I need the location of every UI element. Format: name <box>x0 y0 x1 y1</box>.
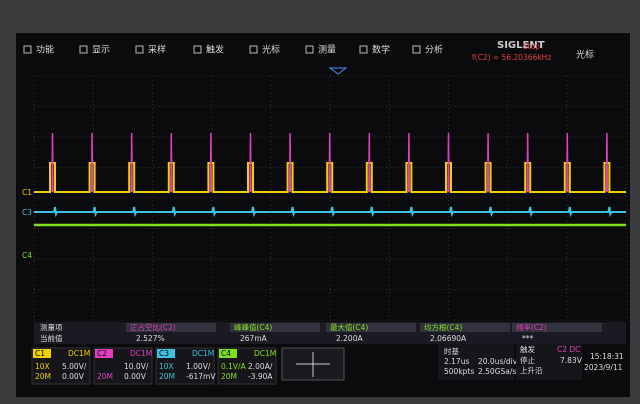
menu-item[interactable]: 光标 <box>576 49 594 61</box>
timebase-points: 500kpts <box>444 367 474 376</box>
timebase-box <box>438 344 514 380</box>
measure-value: 2.06690A <box>430 334 467 343</box>
menu-item[interactable]: 数学 <box>372 44 390 56</box>
wave-c2 <box>51 132 609 193</box>
brand: SIGLENT <box>497 40 545 51</box>
menu-icon <box>249 45 258 54</box>
menu-icon <box>79 45 88 54</box>
menu-icon <box>23 45 32 54</box>
menu-item[interactable]: 测量 <box>318 45 336 56</box>
channel-coupling: DC1M <box>254 349 276 358</box>
channel-probe: 10X <box>35 362 50 371</box>
measure-name: 均方根(C4) <box>424 322 462 332</box>
timebase-rate: 2.50GSa/s <box>478 367 516 376</box>
channel-offset: 0.00V <box>124 372 147 381</box>
channel-probe: 0.1V/A <box>221 362 247 371</box>
menu-item[interactable]: 分析 <box>425 44 443 56</box>
channel-name: C3 <box>159 349 169 358</box>
menu-item[interactable]: 触发 <box>206 44 224 56</box>
trigger-mode: 停止 <box>520 355 535 365</box>
measure-name: 最大值(C4) <box>330 322 368 332</box>
channel-marker: C3 <box>22 208 32 217</box>
menu-item[interactable]: 显示 <box>92 45 110 56</box>
channel-tag <box>33 349 51 358</box>
channel-marker: C1 <box>22 188 32 197</box>
channel-name: C1 <box>35 349 45 358</box>
channel-bw: 20M <box>221 372 237 381</box>
trigger-box <box>516 344 582 380</box>
channel-scale: 5.00V/ <box>62 362 87 371</box>
channel-name: C4 <box>221 349 231 358</box>
channel-tag <box>95 349 113 358</box>
clock-date: 2023/9/11 <box>584 363 623 372</box>
channel-probe: 10X <box>159 362 174 371</box>
measure-head <box>230 323 320 332</box>
measure-value: *** <box>522 334 534 343</box>
trigger-title: 触发 <box>520 344 535 354</box>
channel-marker: C4 <box>22 251 32 260</box>
channel-offset: -617mV <box>186 372 216 381</box>
clock-time: 15:18:31 <box>590 352 624 361</box>
measure-label: 当前值 <box>40 333 63 343</box>
menu-item[interactable]: 光标 <box>262 44 280 56</box>
measure-name: 频率(C2) <box>516 322 547 332</box>
frequency-counter: f(C2) = 56.20366kHz <box>472 53 551 62</box>
run-state: Stop <box>523 42 540 51</box>
waveforms <box>34 132 626 227</box>
trigger-source: C2 DC <box>557 345 580 354</box>
menu-item[interactable]: 采样 <box>148 44 166 56</box>
measure-head <box>126 323 216 332</box>
channel-coupling: DC1M <box>68 349 90 358</box>
measure-value: 2.200A <box>336 334 363 343</box>
channel-tag <box>219 349 237 358</box>
menu-item[interactable]: 功能 <box>36 44 54 56</box>
channel-bw: 20M <box>97 372 113 381</box>
menu-icon <box>135 45 144 54</box>
channel-offset: 0.00V <box>62 372 85 381</box>
measure-value: 267mA <box>240 334 268 343</box>
menu-icon <box>412 45 421 54</box>
menu-icon <box>359 45 368 54</box>
measure-label: 测量项 <box>40 323 63 332</box>
timebase-title: 时基 <box>444 346 459 356</box>
menu-icon <box>305 45 314 54</box>
measure-name: 峰峰值(C4) <box>234 322 272 332</box>
trigger-edge: 上升沿 <box>520 366 543 375</box>
menu-icon <box>193 45 202 54</box>
channel-bw: 20M <box>159 372 175 381</box>
measure-head <box>512 323 602 332</box>
channel-coupling: DC1M <box>130 349 152 358</box>
measure-name: 正占空比(C2) <box>130 322 176 332</box>
timebase-delay: 2.17us <box>444 357 469 366</box>
channel-offset: -3.90A <box>248 372 273 381</box>
channel-scale: 1.00V/ <box>186 362 211 371</box>
trigger-pos <box>328 67 348 75</box>
wave-c3 <box>34 206 626 218</box>
channel-scale: 10.0V/ <box>124 362 149 371</box>
channel-name: C2 <box>97 349 107 358</box>
channel-coupling: DC1M <box>192 349 214 358</box>
channel-scale: 2.00A/ <box>248 362 273 371</box>
menu-bar: 功能 显示 采样 触发 光标 测量 数学 分析 <box>23 44 443 56</box>
channel-bw: 20M <box>35 372 51 381</box>
measure-value: 2.527% <box>136 334 165 343</box>
measure-head <box>326 323 416 332</box>
trigger-level: 7.83V <box>560 356 583 365</box>
timebase-scale: 20.0us/div <box>478 357 518 366</box>
channel-tag <box>157 349 175 358</box>
measure-head <box>420 323 510 332</box>
